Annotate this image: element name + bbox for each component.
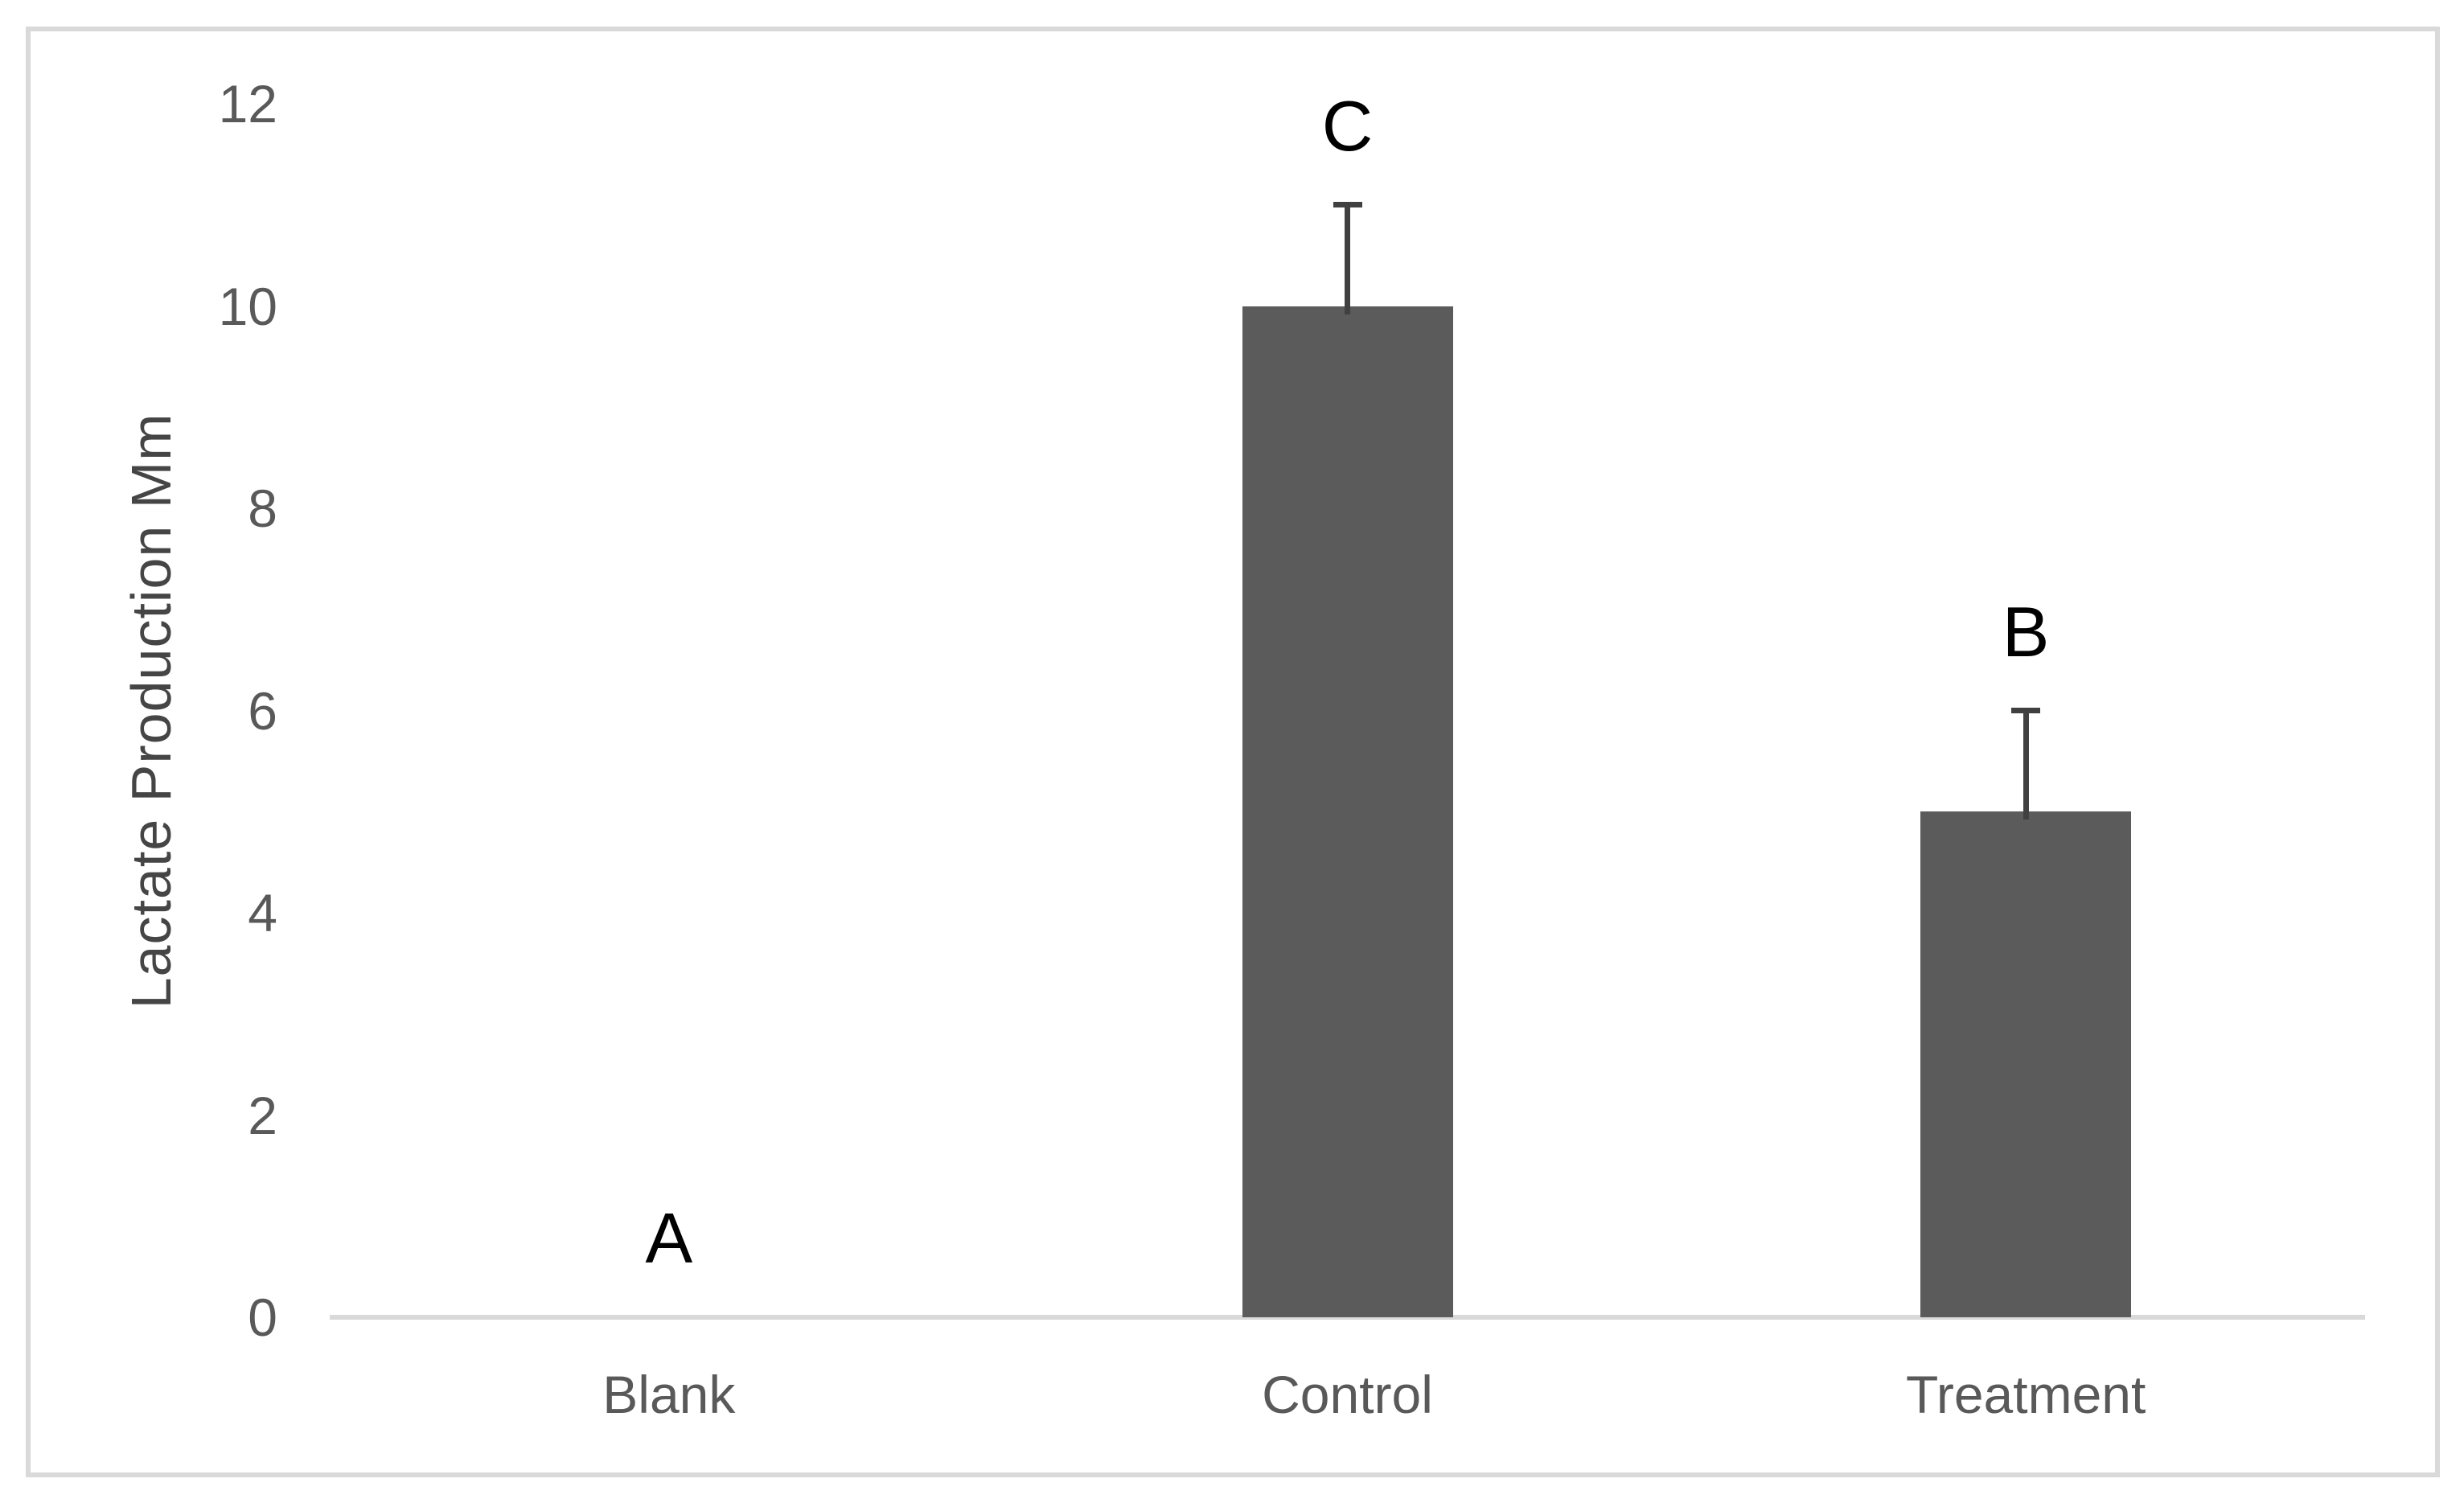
error-bar-cap-control <box>1333 202 1362 208</box>
y-tick-label-6: 6 <box>248 680 277 741</box>
y-tick-label-4: 4 <box>248 883 277 943</box>
y-tick-label-8: 8 <box>248 478 277 538</box>
bar-treatment <box>1920 811 2132 1317</box>
x-category-label-blank: Blank <box>602 1365 736 1424</box>
y-tick-label-2: 2 <box>248 1085 277 1145</box>
x-axis-line <box>330 1315 2365 1320</box>
y-tick-label-10: 10 <box>218 276 277 336</box>
significance-letter-b: B <box>2002 591 2050 672</box>
significance-letter-a: A <box>645 1198 693 1278</box>
bar-control <box>1242 306 1453 1317</box>
error-bar-line-treatment <box>2023 710 2029 820</box>
y-tick-label-12: 12 <box>218 74 277 133</box>
error-bar-line-control <box>1345 204 1350 314</box>
y-tick-label-0: 0 <box>248 1288 277 1347</box>
error-bar-cap-treatment <box>2011 708 2041 713</box>
significance-letter-c: C <box>1321 85 1374 166</box>
x-category-label-control: Control <box>1262 1365 1433 1424</box>
x-category-label-treatment: Treatment <box>1905 1365 2146 1424</box>
